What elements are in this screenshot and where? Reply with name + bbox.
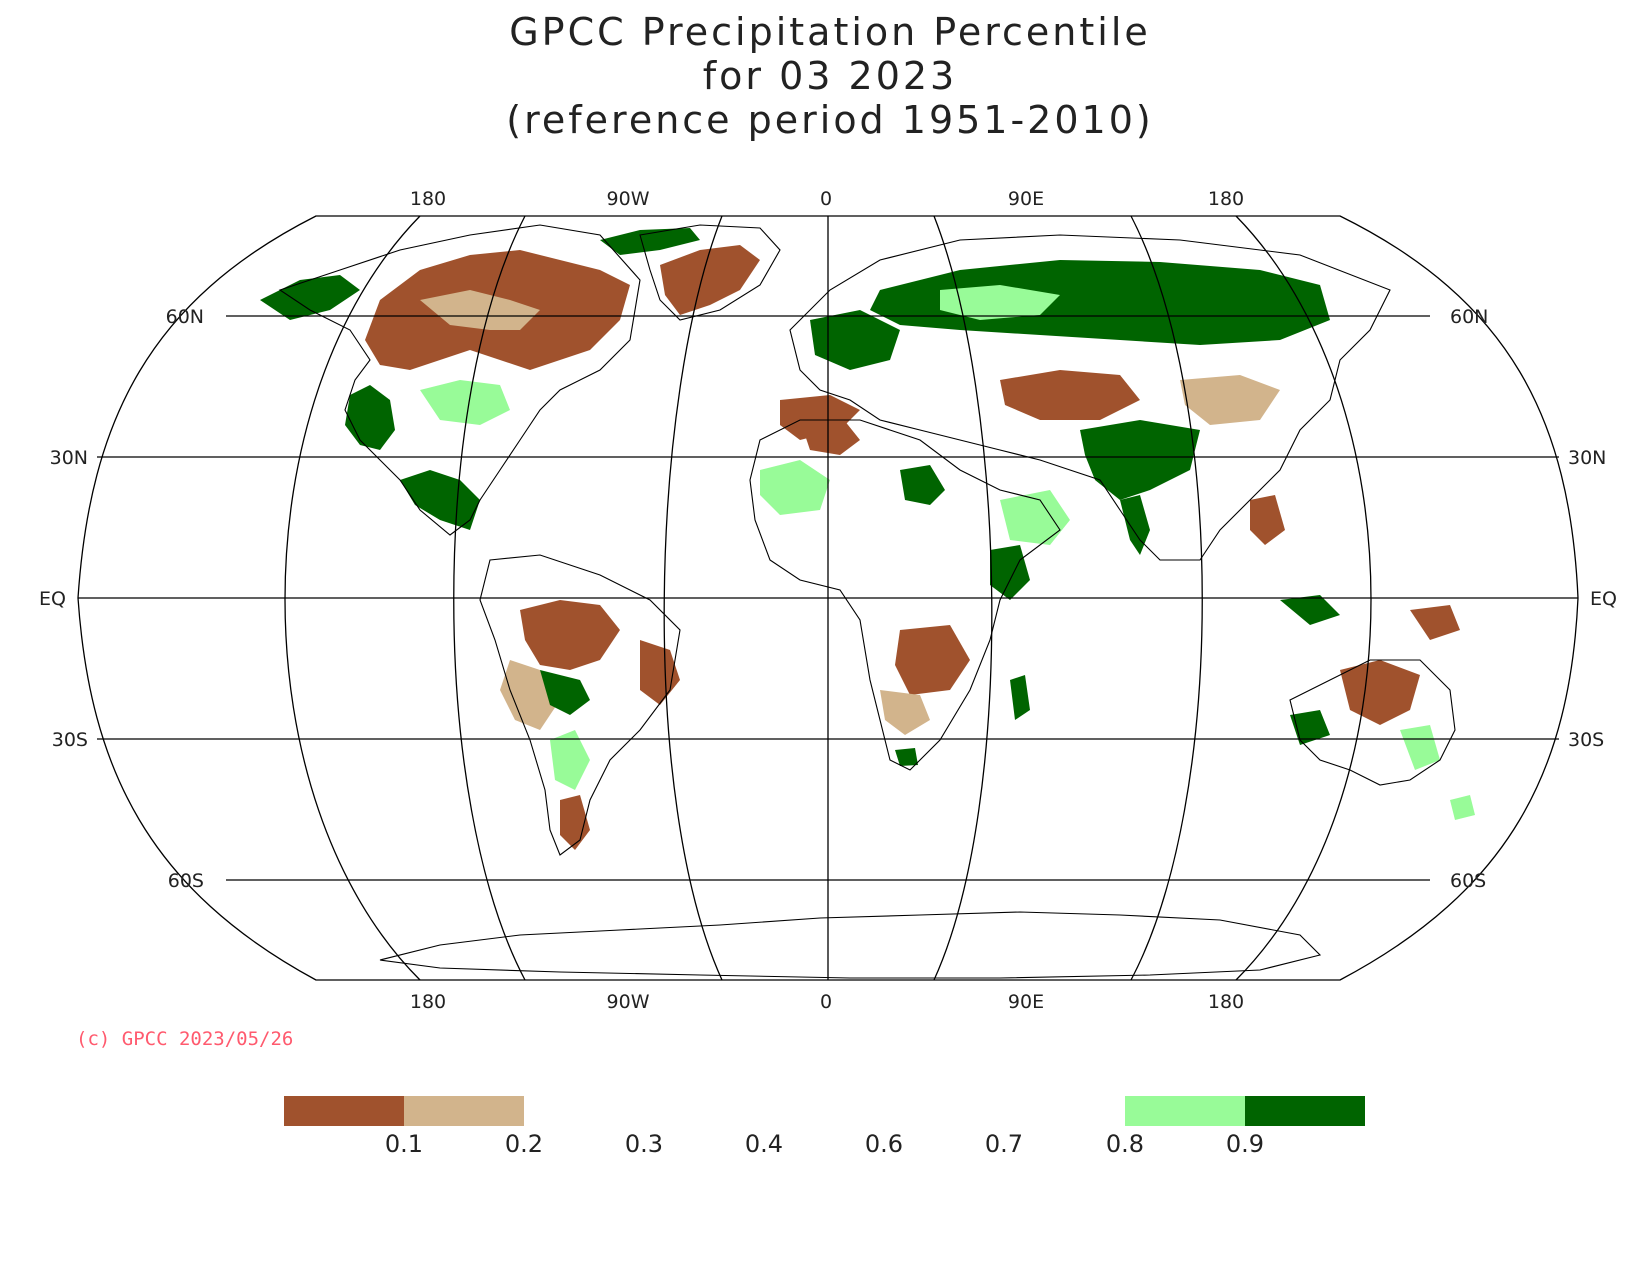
region-south-asia-wet [1080,420,1200,500]
region-central-america-wet [400,470,480,530]
left-lat-label-30s: 30S [52,729,88,751]
left-lat-label-30n: 30N [50,447,88,469]
legend-swatch-above-0.9 [1245,1096,1365,1126]
bottom-lon-label-180w: 180 [410,991,446,1013]
region-southern-africa-tan [880,690,930,735]
bottom-lon-label-180e: 180 [1208,991,1244,1013]
graticule [77,215,1579,981]
coast-north-america [278,224,641,536]
title-line-3: (reference period 1951-2010) [506,98,1153,142]
region-new-guinea-dry [1410,605,1460,640]
region-brazil-dry [640,640,680,705]
right-lat-label-60n: 60N [1450,306,1488,328]
coast-south-america [479,554,681,856]
meridian-45e [933,215,993,981]
title-line-1: GPCC Precipitation Percentile [509,10,1151,54]
map-panel: 180 90W 0 90E 180 180 90W 0 90E 180 60N … [39,188,1617,1013]
left-lat-label-60s: 60S [168,870,204,892]
bottom-lon-label-90e: 90E [1008,991,1044,1013]
region-north-africa-dry [800,415,860,455]
region-australia-dry [1340,660,1420,725]
legend-swatch-below-0.1 [284,1096,404,1126]
right-lat-label-30s: 30S [1568,729,1604,751]
region-australia-lightwet [1400,725,1440,770]
region-patagonia-dry [560,795,590,850]
region-south-america-wet [540,670,590,715]
region-north-america-lightwet [420,380,510,425]
meridian-90w [453,215,526,981]
top-lon-label-180w: 180 [410,188,446,210]
right-lat-label-eq: EQ [1590,588,1617,610]
region-australia-wet [1290,710,1330,745]
coast-antarctica [379,911,1322,979]
region-central-asia-tan [1180,375,1280,425]
region-central-asia-dry [1000,370,1140,420]
top-lon-label-0: 0 [820,188,832,210]
region-greenland-dry [660,245,760,315]
legend-tick-0.7: 0.7 [985,1130,1023,1158]
region-europe-wet [810,310,900,370]
legend-swatch-0.1-0.2 [404,1096,524,1126]
region-cape-wet [895,748,918,766]
top-lon-label-90e: 90E [1008,188,1044,210]
bottom-lon-label-90w: 90W [607,991,650,1013]
top-lon-label-90w: 90W [607,188,650,210]
region-greenland-wet [600,228,700,255]
region-southern-africa-dry [895,625,970,695]
legend-tick-0.1: 0.1 [385,1130,423,1158]
left-lat-label-eq: EQ [39,588,66,610]
meridian-135e [1235,215,1372,981]
region-east-africa-wet [990,545,1030,600]
legend-tick-0.3: 0.3 [625,1130,663,1158]
region-south-america-lightwet [550,730,590,790]
coast-australia [1289,659,1456,786]
region-madagascar-wet [1010,675,1030,720]
region-north-america-tan [420,290,540,330]
top-lon-label-180e: 180 [1208,188,1244,210]
region-east-africa-lightwet [1000,490,1070,545]
color-legend: 0.1 0.2 0.3 0.4 0.6 0.7 0.8 0.9 [284,1096,1365,1158]
coast-greenland [639,224,781,321]
legend-tick-0.6: 0.6 [865,1130,903,1158]
map-outline [77,215,1579,981]
region-india-wet [1120,495,1150,555]
left-lat-label-60n: 60N [166,306,204,328]
legend-tick-0.2: 0.2 [505,1130,543,1158]
credit-text: (c) GPCC 2023/05/26 [76,1028,293,1050]
coast-eurasia [789,234,1391,561]
meridian-45w [663,215,723,981]
region-maritime-wet [1280,595,1340,625]
region-indochina-dry [1250,495,1285,545]
legend-swatch-0.8-0.9 [1125,1096,1245,1126]
region-alaska-wet [260,275,360,320]
meridian-135w [284,215,421,981]
region-new-zealand-lightwet [1450,795,1475,820]
percentile-cells [260,228,1475,850]
region-sahel-lightwet [760,460,830,515]
region-sahel-wet [900,465,945,505]
meridian-90e [1130,215,1203,981]
region-north-asia-wet [870,260,1330,345]
region-north-america-wet [345,385,395,450]
right-lat-label-30n: 30N [1568,447,1606,469]
legend-tick-0.4: 0.4 [745,1130,783,1158]
coastlines [278,224,1456,979]
region-north-asia-lightwet [940,285,1060,320]
legend-tick-0.8: 0.8 [1106,1130,1144,1158]
region-south-america-dry [520,600,620,670]
bottom-lon-label-0: 0 [820,991,832,1013]
legend-tick-0.9: 0.9 [1226,1130,1264,1158]
coast-africa [749,419,1061,771]
right-lat-label-60s: 60S [1450,870,1486,892]
title-line-2: for 03 2023 [703,54,957,98]
